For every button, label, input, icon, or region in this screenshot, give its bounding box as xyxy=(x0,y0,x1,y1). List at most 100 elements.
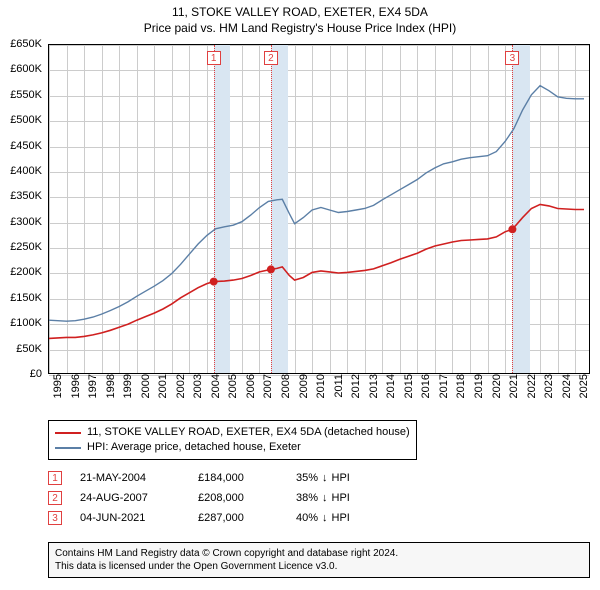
y-tick-label: £400K xyxy=(0,165,42,177)
gridline-vertical xyxy=(189,45,190,373)
gridline-horizontal xyxy=(49,172,589,173)
legend-swatch xyxy=(55,447,81,449)
x-tick-label: 2013 xyxy=(368,374,380,408)
marker-number-box: 3 xyxy=(505,51,519,65)
legend-label: HPI: Average price, detached house, Exet… xyxy=(87,440,301,455)
chart-container: 11, STOKE VALLEY ROAD, EXETER, EX4 5DA P… xyxy=(0,0,600,590)
x-tick-label: 2016 xyxy=(420,374,432,408)
legend-item: HPI: Average price, detached house, Exet… xyxy=(55,440,410,455)
gridline-vertical xyxy=(84,45,85,373)
legend-item: 11, STOKE VALLEY ROAD, EXETER, EX4 5DA (… xyxy=(55,425,410,440)
x-tick-label: 2020 xyxy=(491,374,503,408)
marker-band xyxy=(512,45,529,373)
series-line-property xyxy=(49,204,584,338)
x-tick-label: 2000 xyxy=(140,374,152,408)
event-diff-vs: HPI xyxy=(332,512,350,524)
x-tick-label: 2005 xyxy=(227,374,239,408)
event-number-box: 2 xyxy=(48,491,62,505)
gridline-vertical xyxy=(154,45,155,373)
gridline-vertical xyxy=(400,45,401,373)
gridline-vertical xyxy=(488,45,489,373)
gridline-horizontal xyxy=(49,223,589,224)
x-tick-label: 2025 xyxy=(578,374,590,408)
event-price: £287,000 xyxy=(198,512,278,524)
marker-band xyxy=(271,45,288,373)
gridline-vertical xyxy=(365,45,366,373)
marker-band xyxy=(214,45,230,373)
gridline-vertical xyxy=(417,45,418,373)
event-number-box: 3 xyxy=(48,511,62,525)
y-tick-label: £450K xyxy=(0,140,42,152)
gridline-horizontal xyxy=(49,299,589,300)
gridline-vertical xyxy=(575,45,576,373)
y-tick-label: £300K xyxy=(0,216,42,228)
y-tick-label: £100K xyxy=(0,317,42,329)
y-tick-label: £250K xyxy=(0,241,42,253)
footer-line2: This data is licensed under the Open Gov… xyxy=(55,560,583,573)
x-tick-label: 2003 xyxy=(192,374,204,408)
legend-label: 11, STOKE VALLEY ROAD, EXETER, EX4 5DA (… xyxy=(87,425,410,440)
gridline-horizontal xyxy=(49,248,589,249)
event-diff: 40% ↓ HPI xyxy=(296,512,386,524)
gridline-vertical xyxy=(295,45,296,373)
event-diff-vs: HPI xyxy=(332,472,350,484)
event-price: £184,000 xyxy=(198,472,278,484)
y-tick-label: £600K xyxy=(0,63,42,75)
gridline-vertical xyxy=(452,45,453,373)
gridline-vertical xyxy=(382,45,383,373)
gridline-horizontal xyxy=(49,70,589,71)
arrow-down-icon: ↓ xyxy=(322,472,328,484)
marker-line xyxy=(512,45,513,373)
legend-swatch xyxy=(55,432,81,434)
gridline-horizontal xyxy=(49,273,589,274)
gridline-horizontal xyxy=(49,147,589,148)
x-tick-label: 2012 xyxy=(350,374,362,408)
x-tick-label: 2024 xyxy=(561,374,573,408)
x-tick-label: 2009 xyxy=(298,374,310,408)
y-tick-label: £500K xyxy=(0,114,42,126)
x-tick-label: 1996 xyxy=(70,374,82,408)
gridline-horizontal xyxy=(49,197,589,198)
arrow-down-icon: ↓ xyxy=(322,512,328,524)
x-tick-label: 2002 xyxy=(175,374,187,408)
gridline-horizontal xyxy=(49,350,589,351)
event-diff-pct: 40% xyxy=(296,512,318,524)
event-number-box: 1 xyxy=(48,471,62,485)
gridline-vertical xyxy=(67,45,68,373)
x-tick-label: 2001 xyxy=(157,374,169,408)
marker-number-box: 1 xyxy=(207,51,221,65)
gridline-vertical xyxy=(558,45,559,373)
gridline-vertical xyxy=(137,45,138,373)
x-tick-label: 1998 xyxy=(105,374,117,408)
y-tick-label: £0 xyxy=(0,368,42,380)
legend: 11, STOKE VALLEY ROAD, EXETER, EX4 5DA (… xyxy=(48,420,417,460)
x-tick-label: 2019 xyxy=(473,374,485,408)
gridline-vertical xyxy=(102,45,103,373)
x-tick-label: 2011 xyxy=(333,374,345,408)
x-tick-label: 1999 xyxy=(122,374,134,408)
event-date: 21-MAY-2004 xyxy=(80,472,180,484)
x-tick-label: 2022 xyxy=(526,374,538,408)
x-tick-label: 2023 xyxy=(543,374,555,408)
gridline-vertical xyxy=(540,45,541,373)
x-tick-label: 2017 xyxy=(438,374,450,408)
x-tick-label: 2015 xyxy=(403,374,415,408)
x-tick-label: 2021 xyxy=(508,374,520,408)
gridline-vertical xyxy=(242,45,243,373)
x-tick-label: 2008 xyxy=(280,374,292,408)
event-date: 24-AUG-2007 xyxy=(80,492,180,504)
event-diff: 38%↓HPI xyxy=(296,492,386,504)
x-tick-label: 2004 xyxy=(210,374,222,408)
x-tick-label: 2018 xyxy=(455,374,467,408)
event-diff-vs: HPI xyxy=(332,492,350,504)
gridline-horizontal xyxy=(49,324,589,325)
gridline-horizontal xyxy=(49,45,589,46)
gridline-vertical xyxy=(330,45,331,373)
gridline-vertical xyxy=(172,45,173,373)
event-row: 121-MAY-2004£184,00035%↓HPI xyxy=(48,468,386,488)
y-tick-label: £350K xyxy=(0,190,42,202)
event-date: 04-JUN-2021 xyxy=(80,512,180,524)
event-row: 224-AUG-2007£208,00038%↓HPI xyxy=(48,488,386,508)
gridline-vertical xyxy=(505,45,506,373)
marker-number-box: 2 xyxy=(264,51,278,65)
